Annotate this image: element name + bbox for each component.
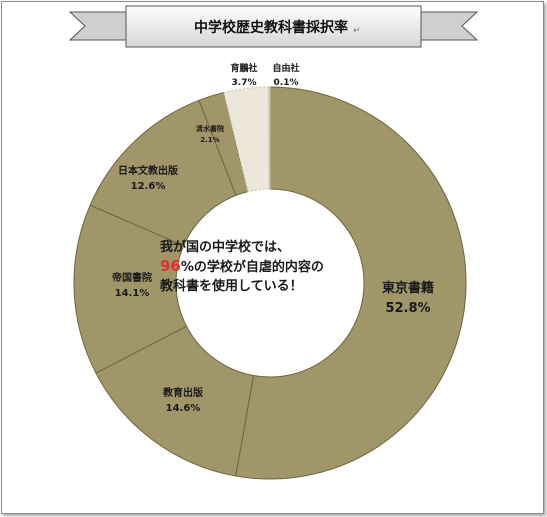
slice-name-label: 教育出版 (162, 386, 203, 399)
slice-2 (95, 325, 255, 477)
chart-title: 中学校歴史教科書採択率 (194, 19, 348, 36)
slice-name-label: 日本文教出版 (118, 164, 178, 177)
slice-name-label: 自由社 (272, 62, 299, 74)
center-note: 我が国の中学校では、 96%の学校が自虐的内容の 教科書を使用している！ (160, 238, 390, 296)
slice-pct-label: 12.6% (131, 181, 166, 192)
return-mark: ↵ (353, 26, 361, 36)
ribbon-left-tail (68, 11, 129, 41)
title-banner: 中学校歴史教科書採択率 ↵ (68, 5, 479, 48)
donut-slices (73, 86, 467, 480)
slice-name-label: 清水書院 (196, 124, 224, 133)
slice-pct-label: 0.1% (274, 78, 299, 88)
center-note-highlight: 96 (160, 257, 181, 275)
slice-labels: 東京書籍 52.8% 教育出版 14.6% 帝国書院 14.1% 日本文教出版 12.6% 清水… (112, 62, 434, 414)
slice-6 (223, 86, 270, 193)
slice-name-label: 育鵬社 (230, 62, 257, 74)
slice-name-label: 帝国書院 (112, 271, 152, 284)
slice-7 (268, 86, 271, 190)
center-note-line3: 教科書を使用している！ (160, 279, 303, 294)
ribbon-right-tail (418, 11, 479, 41)
slice-name-label: 東京書籍 (382, 280, 434, 296)
slice-pct-label: 14.6% (166, 403, 201, 414)
center-note-line2: 96%の学校が自虐的内容の (160, 257, 390, 277)
slice-pct-label: 2.1% (200, 136, 219, 144)
center-note-line2-rest: %の学校が自虐的内容の (180, 260, 324, 275)
ribbon-center (125, 5, 422, 48)
center-note-line1: 我が国の中学校では、 (160, 240, 291, 255)
slice-pct-label: 52.8% (385, 301, 430, 316)
slice-pct-label: 14.1% (115, 288, 150, 299)
slice-pct-label: 3.7% (232, 78, 257, 88)
slice-1 (235, 86, 467, 480)
